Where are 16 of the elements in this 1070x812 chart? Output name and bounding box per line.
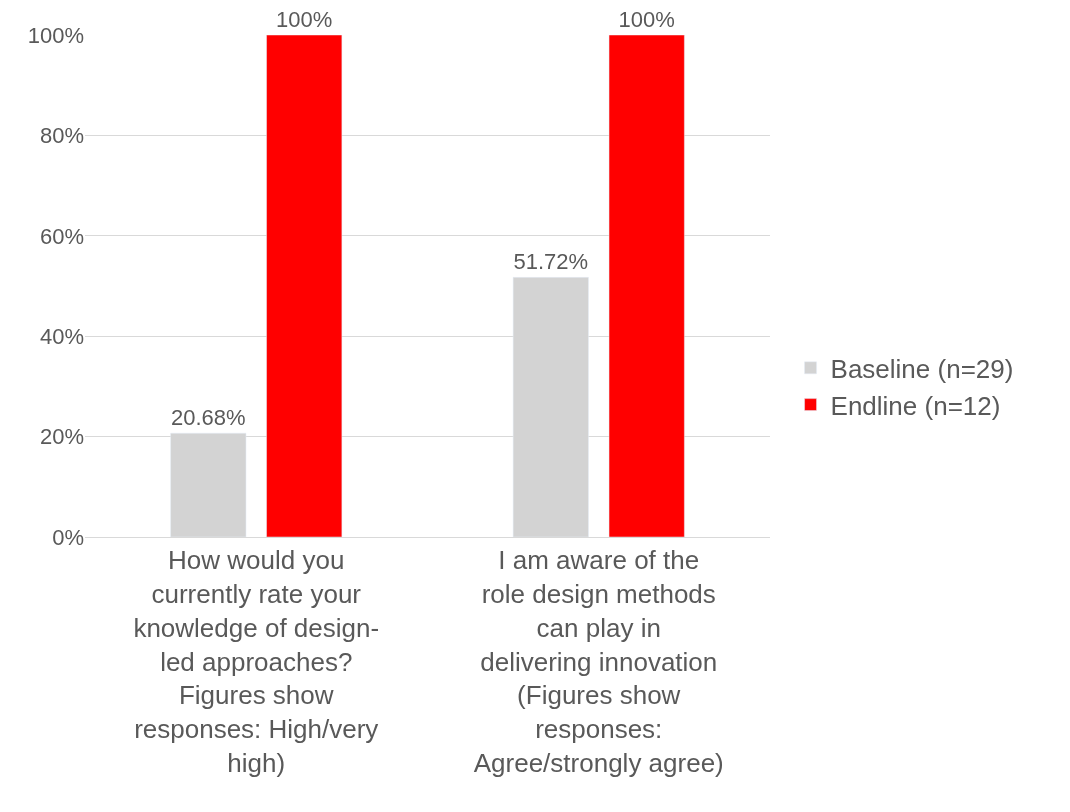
data-label: 20.68%: [170, 405, 246, 431]
y-tick-label: 80%: [39, 123, 84, 149]
y-tick-label: 60%: [39, 223, 84, 249]
y-tick-label: 100%: [27, 22, 84, 48]
y-tick-label: 40%: [39, 323, 84, 349]
y-tick-label: 20%: [39, 424, 84, 450]
x-tick-label: I am aware of the role design methods can play in delivering innovation (Figures show responses: Agree/strongly agree): [473, 545, 724, 778]
data-label: 100%: [618, 7, 675, 32]
x-tick-label: How would you currently rate your knowledge of design-led approaches? Figures show responses: High/very high): [133, 545, 380, 778]
y-tick-label: 0%: [52, 524, 84, 550]
legend-label: Baseline (n=29): [830, 353, 1014, 384]
legend-label: Endline (n=12): [830, 390, 1001, 421]
data-label: 51.72%: [513, 249, 589, 275]
data-label: 100%: [276, 7, 333, 32]
bar: [266, 35, 343, 537]
bar: [608, 35, 685, 537]
